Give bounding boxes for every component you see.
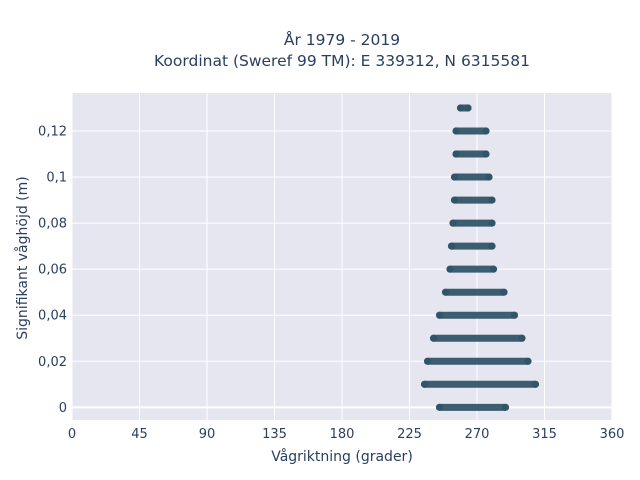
data-point — [524, 357, 532, 365]
x-tick-labels: 0 45 90 135 180 225 270 315 360 — [68, 427, 625, 442]
data-point — [488, 219, 496, 227]
data-point — [456, 104, 465, 112]
x-tick-label: 360 — [600, 427, 625, 442]
data-band — [450, 173, 493, 181]
y-tick-label: 0,06 — [38, 263, 67, 278]
x-tick-label: 45 — [131, 427, 148, 442]
data-point — [500, 288, 508, 296]
y-axis-title: Signifikant våghöjd (m) — [14, 176, 31, 339]
data-band — [447, 242, 496, 250]
chart-title-line1: År 1979 - 2019 — [284, 30, 400, 49]
data-point — [501, 403, 510, 411]
x-tick-label: 315 — [532, 427, 557, 442]
y-tick-label: 0,02 — [38, 355, 67, 370]
x-tick-label: 180 — [330, 427, 355, 442]
y-tick-label: 0,12 — [38, 124, 67, 139]
data-point — [510, 311, 519, 319]
data-point — [441, 288, 450, 296]
data-point — [420, 380, 429, 388]
data-point — [482, 127, 490, 135]
data-point — [423, 357, 432, 365]
chart-title-line2: Koordinat (Sweref 99 TM): E 339312, N 63… — [154, 52, 530, 70]
data-band — [456, 104, 472, 112]
x-tick-label: 270 — [465, 427, 490, 442]
x-tick-label: 225 — [397, 427, 422, 442]
data-band — [435, 403, 510, 411]
data-point — [531, 380, 540, 388]
data-point — [446, 265, 454, 273]
x-tick-label: 0 — [68, 427, 76, 442]
data-point — [447, 242, 456, 250]
data-band — [441, 288, 508, 296]
data-point — [485, 173, 493, 181]
data-point — [429, 334, 438, 342]
data-point — [435, 403, 444, 411]
data-band — [449, 219, 496, 227]
scatter-series — [420, 104, 540, 411]
data-point — [449, 219, 457, 227]
data-point — [464, 104, 472, 112]
x-axis-title: Vågriktning (grader) — [271, 448, 413, 465]
data-band — [435, 311, 519, 319]
data-point — [450, 196, 459, 204]
y-tick-label: 0,1 — [46, 171, 67, 186]
data-band — [450, 196, 496, 204]
data-point — [452, 150, 460, 158]
data-point — [482, 150, 490, 158]
data-point — [452, 127, 460, 135]
y-tick-label: 0,08 — [38, 217, 67, 232]
data-point — [488, 196, 496, 204]
data-point — [450, 173, 459, 181]
y-tick-labels: 0 0,02 0,04 0,06 0,08 0,1 0,12 — [38, 124, 67, 415]
data-point — [489, 265, 498, 273]
data-band — [452, 150, 490, 158]
data-band — [429, 334, 526, 342]
x-tick-label: 90 — [199, 427, 216, 442]
data-band — [420, 380, 540, 388]
y-tick-label: 0,04 — [38, 309, 67, 324]
data-band — [452, 127, 490, 135]
y-tick-label: 0 — [59, 401, 67, 416]
data-point — [518, 334, 526, 342]
data-band — [446, 265, 498, 273]
data-band — [423, 357, 532, 365]
x-tick-label: 135 — [262, 427, 287, 442]
data-point — [488, 242, 496, 250]
data-point — [435, 311, 444, 319]
